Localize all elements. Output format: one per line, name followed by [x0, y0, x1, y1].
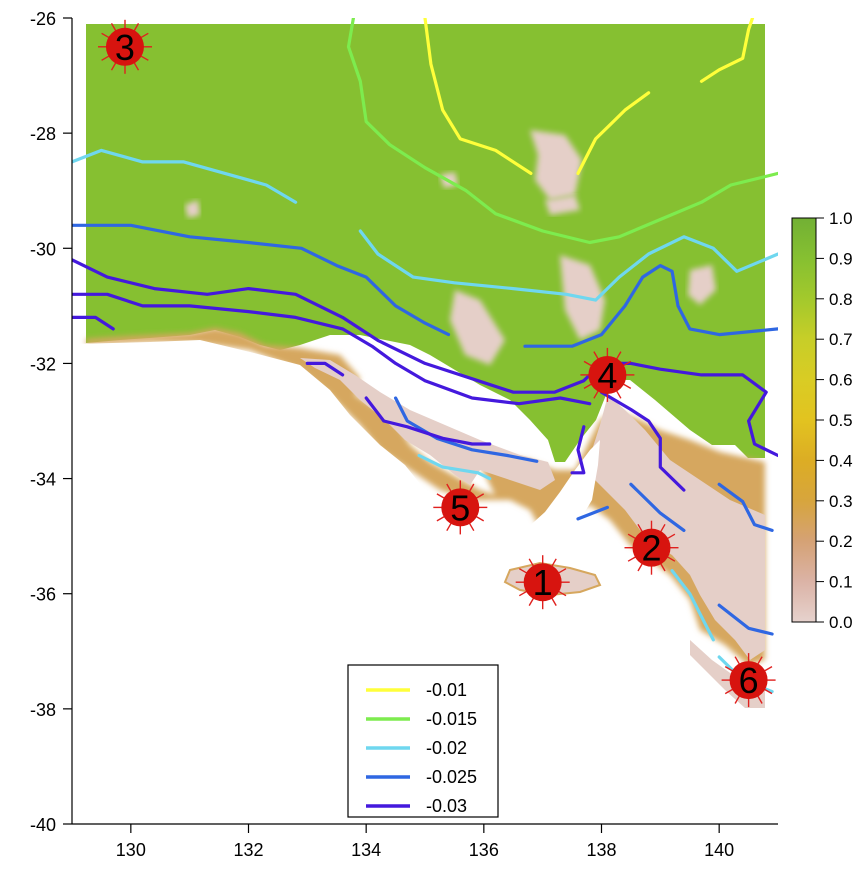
- marker-label: 1: [533, 562, 553, 603]
- contour-line-5-5: [364, 396, 492, 446]
- marker-circle: [588, 355, 627, 394]
- colorbar-tick-label: 1.0: [829, 209, 853, 228]
- kangaroo-island-edge: [503, 561, 602, 597]
- y-tick-label: -26: [30, 9, 56, 29]
- contour-line-3-1: [72, 148, 298, 204]
- east-low: [688, 265, 716, 305]
- contour-line-1-3: [699, 18, 755, 83]
- colorbar-ticks: 0.0 0.1 0.2 0.3 0.4 0.5 0.6 0.7 0.8 0.9 1.0: [816, 209, 853, 632]
- colorbar-tick-label: 0.4: [829, 451, 853, 470]
- contour-line-4-7: [717, 603, 774, 636]
- contour-line-5-2: [72, 292, 592, 406]
- colorbar-tick-label: 0.3: [829, 492, 853, 511]
- marker-label: 6: [739, 660, 759, 701]
- x-tick-label: 132: [233, 840, 263, 860]
- colorbar-tick-label: 0.6: [829, 371, 853, 390]
- marker-circle: [441, 488, 480, 527]
- y-tick-label: -30: [30, 239, 56, 259]
- site-marker-5: 5: [433, 480, 488, 535]
- contour-line-4-1: [72, 223, 451, 337]
- legend-box: [347, 664, 499, 818]
- marker-circle: [523, 563, 562, 602]
- x-tick-label: 138: [586, 840, 616, 860]
- colorbar-tick-label: 0.1: [829, 573, 853, 592]
- contour-layer: [72, 18, 778, 694]
- eyre-peninsula-low: [300, 358, 555, 490]
- pink-spot-1: [185, 200, 200, 218]
- land-region: [86, 24, 765, 462]
- contour-line-4-3: [394, 396, 539, 463]
- x-tick-label: 136: [469, 840, 499, 860]
- colorbar: 0.0 0.1 0.2 0.3 0.4 0.5 0.6 0.7 0.8 0.9 1.0: [791, 209, 853, 632]
- marker-label: 2: [641, 528, 661, 569]
- y-ticks: -40 -38 -36 -34 -32 -30 -28 -26: [30, 9, 72, 835]
- contour-line-5-4: [305, 361, 345, 377]
- colorbar-tick-label: 0.5: [829, 411, 853, 430]
- contour-line-4-4: [576, 505, 609, 521]
- y-tick-label: -40: [30, 815, 56, 835]
- marker-label: 3: [115, 27, 135, 68]
- colorbar-tick-label: 0.8: [829, 290, 853, 309]
- marker-layer: 1 2 3 4 5 6: [98, 19, 776, 708]
- contour-line-1-1: [423, 18, 533, 175]
- site-marker-3: 3: [98, 19, 152, 74]
- marker-label: 4: [597, 355, 617, 396]
- contour-line-4-2: [523, 264, 778, 348]
- flinders-low-3: [450, 290, 505, 365]
- contour-line-5-3: [72, 315, 115, 331]
- site-marker-6: 6: [721, 653, 776, 708]
- marker-label: 5: [450, 487, 470, 528]
- legend: -0.01 -0.015 -0.02 -0.025 -0.03: [347, 664, 499, 818]
- marker-circle: [729, 661, 768, 700]
- ocean: [72, 340, 765, 824]
- site-marker-1: 1: [515, 555, 570, 610]
- site-marker-4: 4: [580, 347, 635, 402]
- marker-circle: [105, 27, 144, 66]
- legend-label: -0.03: [426, 796, 467, 816]
- x-tick-label: 134: [351, 840, 381, 860]
- x-tick-label: 140: [704, 840, 734, 860]
- contour-line-5-1: [72, 258, 778, 458]
- y-tick-label: -38: [30, 700, 56, 720]
- contour-line-3-2: [358, 229, 778, 302]
- contour-line-2-1: [346, 18, 778, 245]
- colorbar-tick-label: 0.7: [829, 330, 853, 349]
- site-marker-2: 2: [624, 520, 679, 575]
- legend-label: -0.01: [426, 680, 467, 700]
- contour-line-5-6: [570, 425, 586, 475]
- x-tick-label: 130: [116, 840, 146, 860]
- y-tick-label: -34: [30, 470, 56, 490]
- raster-layer: [72, 24, 765, 824]
- colorbar-tick-label: 0.9: [829, 249, 853, 268]
- legend-label: -0.02: [426, 738, 467, 758]
- legend-items: -0.01 -0.015 -0.02 -0.025 -0.03: [366, 680, 477, 816]
- legend-label: -0.025: [426, 767, 477, 787]
- pink-spot-2: [545, 195, 580, 215]
- contour-line-5-7: [599, 390, 686, 492]
- contour-line-1-2: [576, 91, 651, 175]
- axes: [71, 18, 778, 825]
- y-tick-label: -32: [30, 354, 56, 374]
- x-ticks: 130 132 134 136 138 140: [116, 824, 734, 860]
- contour-line-3-4: [670, 569, 715, 642]
- y-tick-label: -28: [30, 124, 56, 144]
- contour-line-4-5: [629, 482, 686, 532]
- marker-circle: [632, 528, 671, 567]
- y-tick-label: -36: [30, 585, 56, 605]
- legend-label: -0.015: [426, 709, 477, 729]
- contour-line-3-3: [417, 453, 492, 481]
- contour-line-4-6: [717, 482, 774, 532]
- colorbar-tick-label: 0.2: [829, 532, 853, 551]
- flinders-low-1: [530, 130, 582, 200]
- colorbar-tick-label: 0.0: [829, 613, 853, 632]
- colorbar-box: [791, 217, 817, 623]
